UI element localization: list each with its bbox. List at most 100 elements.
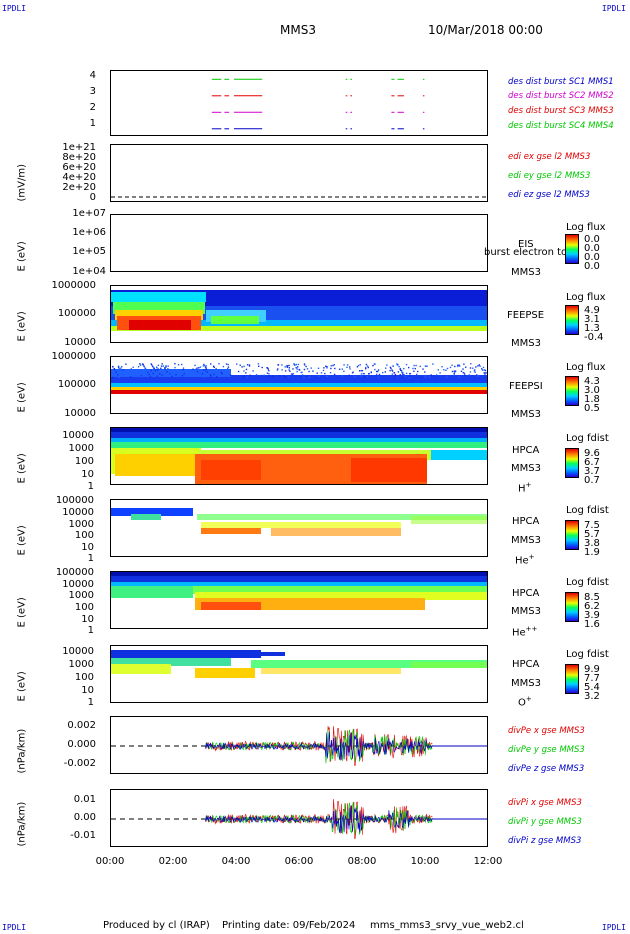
feepsi-cb-val-0: 4.3 <box>584 376 600 387</box>
divpi-ytick-2: -0.01 <box>70 830 96 841</box>
hpca-he-ytick-2: 1000 <box>68 519 94 530</box>
edi-ytick-3: 4e+20 <box>62 172 96 183</box>
hpca-h-ytick-0: 10000 <box>62 430 94 441</box>
hpca-he-cb-val-0: 7.5 <box>584 520 600 531</box>
feepsi-speck <box>360 373 363 375</box>
feepsi-speck <box>202 365 205 367</box>
feepsi-speck <box>368 373 370 375</box>
feepsi-speck <box>377 369 380 371</box>
feepsi-speck <box>343 364 345 366</box>
hpca-hepp-colorbar-title: Log fdist <box>566 577 609 588</box>
feepsi-speck <box>192 368 194 370</box>
hpca-h-charge: + <box>525 481 532 489</box>
divpi-legend-x: divPi x gse MMS3 <box>508 798 582 808</box>
feepsi-speck <box>156 367 158 369</box>
burst-legend-mms2: des dist burst SC2 MMS2 <box>508 91 614 101</box>
hpca-he-colorbar <box>565 520 579 550</box>
feepse-panel <box>110 285 488 343</box>
feepsi-speck <box>163 373 166 375</box>
feepsi-speck <box>364 376 366 378</box>
feepsi-speck <box>323 367 325 369</box>
feepsi-speck <box>333 373 336 376</box>
feepsi-speck <box>414 367 416 370</box>
feepsi-speck <box>161 375 163 377</box>
feepsi-speck <box>285 365 288 367</box>
feepsi-speck <box>409 373 411 375</box>
feepsi-speck <box>391 369 393 371</box>
hpca-h-ytick-1: 1000 <box>68 443 94 454</box>
hpca-o-cb-val-1: 7.7 <box>584 673 600 684</box>
feepsi-speck <box>157 368 160 370</box>
feepsi-speck <box>333 364 335 366</box>
feepsi-speck <box>139 364 142 366</box>
hpca-he-colorbar-title: Log fdist <box>566 505 609 516</box>
feepsi-speck <box>255 374 258 376</box>
eis-cb-val-2: 0.0 <box>584 252 600 263</box>
feepsi-speck <box>197 367 199 369</box>
feepsi-speck <box>177 364 180 366</box>
feepsi-speck <box>168 372 171 374</box>
burst-legend-mms4: des dist burst SC4 MMS4 <box>508 121 614 131</box>
feepsi-speck <box>268 373 270 375</box>
feepsi-speck <box>453 374 455 376</box>
feepsi-speck <box>470 363 472 365</box>
feepsi-speck <box>113 368 116 371</box>
feepsi-speck <box>246 364 249 366</box>
burst-ytick-2: 2 <box>89 102 96 113</box>
burst-panel <box>110 70 488 136</box>
divpe-legend-y: divPe y gse MMS3 <box>508 745 585 755</box>
hpca-o-ytick-3: 10 <box>81 685 94 696</box>
feepsi-speck <box>137 366 140 368</box>
feepsi-speck <box>458 364 460 366</box>
burst-ytick-4: 4 <box>89 70 96 81</box>
feepsi-speck <box>394 374 396 377</box>
feepsi-speck <box>205 367 207 369</box>
edi-ytick-1: 8e+20 <box>62 152 96 163</box>
feepsi-speck <box>181 375 183 377</box>
hpca-hepp-species-name: He <box>512 627 526 639</box>
feepse-early-yellow <box>115 310 203 320</box>
feepsi-speck <box>242 376 244 379</box>
feepse-colorbar-title: Log flux <box>566 292 606 303</box>
feepsi-speck <box>400 369 403 372</box>
feepsi-speck <box>152 369 154 372</box>
feepsi-speck <box>112 366 114 368</box>
edi-legend-ex: edi ex gse l2 MMS3 <box>508 152 591 162</box>
feepsi-speck <box>485 372 487 374</box>
feepsi-speck <box>375 373 378 376</box>
hpca-he-ytick-3: 100 <box>74 530 94 541</box>
feepsi-speck <box>401 371 403 373</box>
feepsi-speck <box>454 365 456 368</box>
feepsi-speck <box>165 365 167 367</box>
hpca-hepp-ytick-4: 10 <box>81 614 94 625</box>
feepsi-speck <box>419 365 421 368</box>
feepsi-speck <box>239 364 241 366</box>
feepsi-speck <box>348 374 350 376</box>
feepsi-speck <box>246 376 249 378</box>
hpca-hepp-spacecraft: MMS3 <box>511 606 541 617</box>
feepsi-speck <box>161 374 163 376</box>
feepsi-speck <box>113 368 115 370</box>
feepsi-speck <box>201 373 204 375</box>
edi-ytick-2: 6e+20 <box>62 162 96 173</box>
hpca-hepp-cb-val-3: 1.6 <box>584 619 600 630</box>
feepsi-speck <box>260 375 263 377</box>
feepsi-speck <box>182 372 184 374</box>
feepsi-speck <box>360 375 362 377</box>
feepsi-speck <box>360 369 363 372</box>
hpca-h-spectrogram <box>111 428 487 484</box>
hpca-hepp-ytick-1: 10000 <box>62 579 94 590</box>
feepsi-speck <box>420 376 423 379</box>
corner-label-top-left: IPDLI <box>2 4 27 13</box>
eis-ytick-1: 1e+06 <box>72 227 106 238</box>
eis-cb-val-1: 0.0 <box>584 243 600 254</box>
hpca-h-spacecraft: MMS3 <box>511 463 541 474</box>
feepsi-speck <box>462 368 464 370</box>
feepse-early-cyan <box>111 292 206 302</box>
feepsi-speck <box>359 370 361 372</box>
feepsi-speck <box>257 363 260 365</box>
xtick-0400: 04:00 <box>221 856 251 867</box>
feepsi-speck <box>266 372 269 374</box>
feepsi-speck <box>272 376 274 378</box>
feepsi-speck <box>318 375 320 377</box>
